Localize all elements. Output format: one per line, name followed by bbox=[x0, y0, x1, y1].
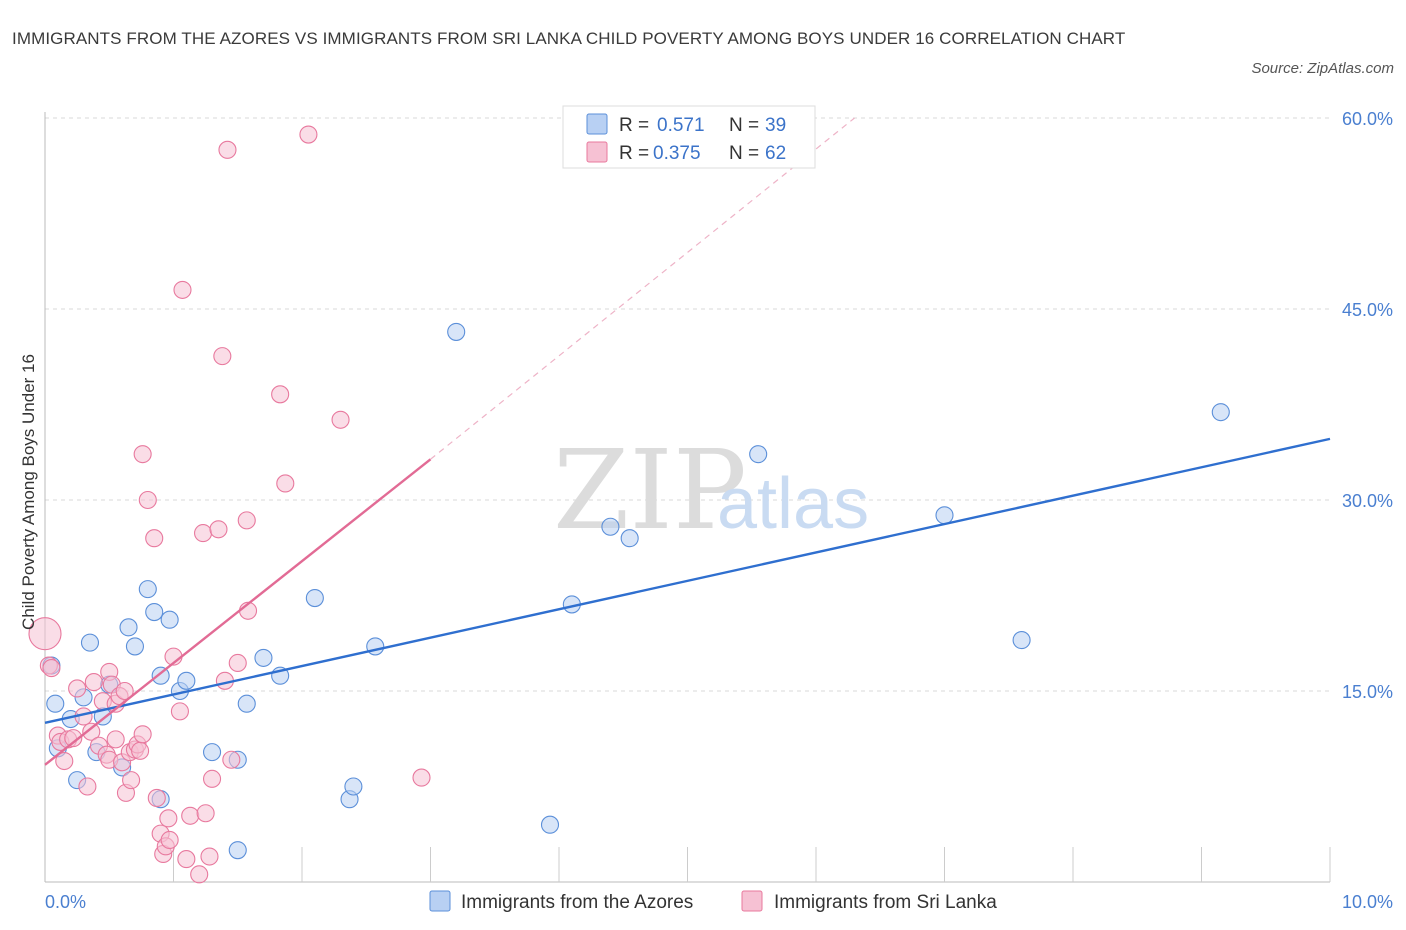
watermark-zip: ZIP bbox=[553, 426, 747, 554]
azores-point-12 bbox=[125, 637, 144, 656]
series-legend: Immigrants from the Azores Immigrants fr… bbox=[429, 890, 997, 913]
srilanka-point-30 bbox=[133, 725, 152, 744]
srilanka-point-46 bbox=[194, 524, 213, 543]
srilanka-point-10 bbox=[78, 777, 97, 796]
stats-legend-r-azores: 0.571 bbox=[657, 115, 705, 136]
azores-point-26 bbox=[305, 588, 324, 608]
srilanka-trend-extension bbox=[430, 117, 855, 460]
y-axis-label: Child Poverty Among Boys Under 16 bbox=[19, 354, 38, 630]
srilanka-point-50 bbox=[209, 520, 228, 539]
srilanka-point-45 bbox=[190, 865, 209, 884]
tick-labels: 15.0% 30.0% 45.0% 60.0% 0.0% 10.0% bbox=[45, 109, 1393, 912]
srilanka-point-54 bbox=[222, 750, 241, 769]
azores-point-31 bbox=[540, 815, 560, 834]
srilanka-point-55 bbox=[228, 653, 247, 673]
srilanka-point-39 bbox=[160, 830, 179, 850]
stats-legend-n-label-srilanka: N = bbox=[729, 143, 759, 164]
srilanka-point-53 bbox=[218, 140, 237, 159]
srilanka-point-7 bbox=[64, 729, 83, 748]
stats-legend-swatch-srilanka bbox=[586, 141, 608, 163]
azores-point-35 bbox=[749, 445, 768, 464]
series-legend-label-azores: Immigrants from the Azores bbox=[461, 892, 693, 913]
azores-point-14 bbox=[145, 603, 164, 622]
srilanka-point-8 bbox=[68, 679, 87, 698]
azores-point-11 bbox=[119, 618, 138, 637]
azores-point-1 bbox=[46, 694, 65, 713]
srilanka-point-38 bbox=[159, 809, 178, 828]
azores-point-24 bbox=[254, 648, 273, 667]
stats-legend: R = 0.571 N = 39 R = 0.375 N = 62 bbox=[562, 105, 816, 169]
srilanka-point-32 bbox=[138, 490, 157, 510]
azores-point-20 bbox=[203, 743, 222, 762]
azores-point-19 bbox=[177, 671, 196, 690]
azores-point-36 bbox=[935, 506, 954, 525]
azores-point-16 bbox=[151, 666, 170, 685]
srilanka-point-51 bbox=[213, 347, 232, 366]
srilanka-point-20 bbox=[106, 730, 125, 749]
stats-legend-r-label-srilanka: R = bbox=[619, 143, 649, 164]
azores-point-28 bbox=[344, 777, 363, 796]
srilanka-point-62 bbox=[412, 768, 431, 787]
srilanka-point-61 bbox=[331, 410, 350, 429]
y-tick-label-1: 30.0% bbox=[1342, 491, 1393, 511]
grid-lines bbox=[45, 117, 1330, 692]
srilanka-point-2 bbox=[42, 659, 61, 678]
srilanka-point-34 bbox=[147, 788, 166, 808]
series-legend-label-srilanka: Immigrants from Sri Lanka bbox=[774, 892, 997, 913]
srilanka-point-44 bbox=[181, 806, 200, 825]
source-label: Source: ZipAtlas.com bbox=[1251, 60, 1394, 77]
srilanka-point-11 bbox=[82, 722, 101, 741]
x-tick-label-1: 10.0% bbox=[1342, 892, 1393, 912]
azores-trend-line bbox=[44, 437, 1331, 725]
y-tick-label-0: 15.0% bbox=[1342, 682, 1393, 702]
stats-legend-swatch-azores bbox=[586, 113, 608, 135]
stats-legend-n-srilanka: 62 bbox=[765, 143, 786, 164]
srilanka-point-41 bbox=[170, 702, 189, 721]
axes bbox=[44, 112, 1331, 883]
series-legend-swatch-srilanka bbox=[741, 890, 763, 912]
azores-point-22 bbox=[228, 841, 247, 860]
srilanka-point-31 bbox=[133, 445, 152, 464]
chart-title: IMMIGRANTS FROM THE AZORES VS IMMIGRANTS… bbox=[12, 29, 1126, 48]
srilanka-point-48 bbox=[200, 847, 219, 866]
srilanka-point-0 bbox=[28, 617, 62, 651]
srilanka-trend-line bbox=[44, 458, 432, 766]
azores-point-13 bbox=[138, 580, 157, 599]
srilanka-point-60 bbox=[299, 125, 318, 144]
azores-point-17 bbox=[160, 610, 179, 629]
srilanka-point-29 bbox=[131, 741, 150, 760]
data-points bbox=[28, 125, 1230, 884]
srilanka-point-56 bbox=[237, 511, 256, 530]
srilanka-point-33 bbox=[145, 529, 164, 548]
azores-point-37 bbox=[1012, 631, 1031, 650]
srilanka-point-59 bbox=[276, 474, 295, 493]
y-tick-label-3: 60.0% bbox=[1342, 109, 1393, 129]
srilanka-point-47 bbox=[196, 804, 215, 823]
series-legend-swatch-azores bbox=[429, 890, 451, 912]
stats-legend-n-azores: 39 bbox=[765, 115, 786, 136]
srilanka-point-49 bbox=[203, 769, 222, 788]
azores-point-34 bbox=[620, 529, 639, 548]
srilanka-point-43 bbox=[177, 850, 196, 869]
srilanka-point-23 bbox=[115, 681, 134, 701]
srilanka-point-42 bbox=[173, 280, 192, 299]
srilanka-point-26 bbox=[122, 771, 141, 790]
watermark-atlas: atlas bbox=[717, 464, 869, 544]
srilanka-point-5 bbox=[55, 751, 74, 771]
azores-point-38 bbox=[1211, 403, 1230, 422]
azores-point-6 bbox=[80, 633, 100, 652]
azores-point-33 bbox=[601, 517, 620, 536]
stats-legend-r-srilanka: 0.375 bbox=[653, 143, 701, 164]
trend-lines bbox=[44, 117, 1331, 766]
y-tick-label-2: 45.0% bbox=[1342, 300, 1393, 320]
stats-legend-n-label-azores: N = bbox=[729, 115, 759, 136]
srilanka-point-58 bbox=[271, 385, 290, 404]
srilanka-point-12 bbox=[84, 673, 103, 692]
x-tick-label-0: 0.0% bbox=[45, 892, 86, 912]
azores-point-23 bbox=[237, 694, 256, 713]
stats-legend-r-label-azores: R = bbox=[619, 115, 649, 136]
azores-point-30 bbox=[447, 322, 466, 341]
